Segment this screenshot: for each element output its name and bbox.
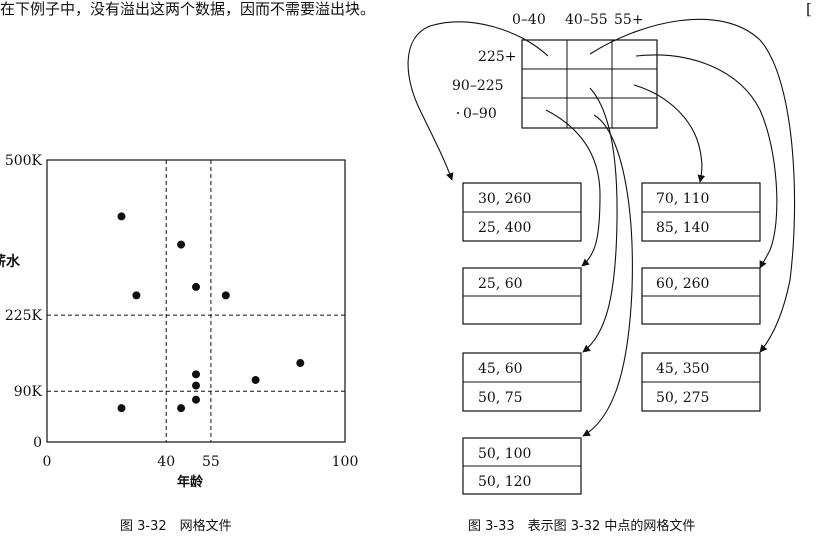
x-tick-label: 40 (157, 454, 175, 470)
x-tick-label: 55 (202, 454, 220, 470)
bucket-60-260: 60, 260 (641, 267, 761, 325)
bucket-record: 50, 275 (656, 390, 709, 406)
column-label-0-40: 0–40 (512, 12, 546, 28)
column-label-55-plus: 55+ (614, 12, 644, 28)
bucket-record: 25, 400 (478, 220, 531, 236)
data-point (192, 370, 200, 379)
y-tick-label: 500K (5, 153, 43, 169)
grid-file-diagram: 0–40 40–55 55+ 225+ 90–225 0–90 30, 260 (407, 12, 796, 495)
bucket-record: 25, 60 (478, 276, 523, 292)
plot-frame (46, 159, 346, 443)
bucket-50-100: 50, 100 50, 120 (462, 437, 582, 495)
bucket-45-60: 45, 60 50, 75 (462, 352, 582, 412)
pointer-arrows (407, 18, 796, 437)
pointer-arrow (633, 84, 706, 183)
y-tick-label: 0 (33, 435, 42, 451)
bucket-record: 85, 140 (656, 220, 709, 236)
caption-figure-3-32: 图 3-32 网格文件 (120, 518, 232, 534)
pointer-arrow (582, 114, 633, 437)
bucket-record: 45, 60 (478, 361, 523, 377)
top-text-left: 在下例子中，没有溢出这两个数据，因而不需要溢出块。 (0, 0, 375, 18)
x-tick-label: 0 (43, 454, 52, 470)
data-point (221, 291, 230, 300)
bucket-record: 50, 120 (478, 474, 531, 490)
pointer-arrow (589, 18, 796, 353)
y-axis-label: 薪水 (0, 253, 21, 270)
bucket-record: 60, 260 (656, 276, 709, 292)
bucket-record: 50, 75 (478, 390, 523, 406)
grid-directory (521, 39, 658, 129)
y-tick-label: 225K (5, 308, 43, 324)
y-tick-label: 90K (14, 384, 43, 400)
data-point (132, 291, 141, 300)
pointer-arrow (407, 21, 549, 181)
bucket-record: 30, 260 (478, 191, 531, 207)
pointer-arrow (635, 54, 778, 269)
caption-figure-3-33: 图 3-33 表示图 3-32 中点的网格文件 (468, 518, 695, 534)
grid-lines (47, 160, 345, 442)
bucket-45-350: 45, 350 50, 275 (641, 352, 761, 412)
data-point (177, 240, 186, 249)
data-points (117, 212, 305, 413)
scatter-plot: 0 40 55 100 0 90K 225K 500K 年龄 薪水 (0, 153, 358, 490)
x-axis-label: 年龄 (177, 474, 204, 490)
row-label-0-90: 0–90 (463, 106, 497, 122)
data-point (117, 404, 126, 413)
x-tick-label: 100 (332, 454, 359, 470)
row-label-225-plus: 225+ (478, 49, 516, 65)
bucket-70-110: 70, 110 85, 140 (641, 182, 761, 242)
tick-labels: 0 40 55 100 0 90K 225K 500K (5, 153, 359, 470)
stray-dot (457, 112, 459, 114)
pointer-arrow (582, 87, 618, 353)
data-point (192, 381, 200, 390)
data-point (192, 282, 200, 291)
pointer-arrow (545, 109, 601, 267)
bucket-record: 50, 100 (478, 446, 531, 462)
data-point (296, 359, 305, 368)
bucket-record: 45, 350 (656, 361, 709, 377)
bucket-record: 70, 110 (656, 191, 709, 207)
data-point (192, 395, 200, 404)
row-label-90-225: 90–225 (452, 78, 504, 94)
data-point (177, 404, 186, 413)
top-text-right: [ (806, 0, 812, 18)
bucket-30-260: 30, 260 25, 400 (462, 182, 582, 242)
column-label-40-55: 40–55 (565, 12, 608, 28)
data-point (251, 375, 260, 384)
bucket-25-60: 25, 60 (462, 267, 582, 325)
data-point (117, 212, 126, 221)
